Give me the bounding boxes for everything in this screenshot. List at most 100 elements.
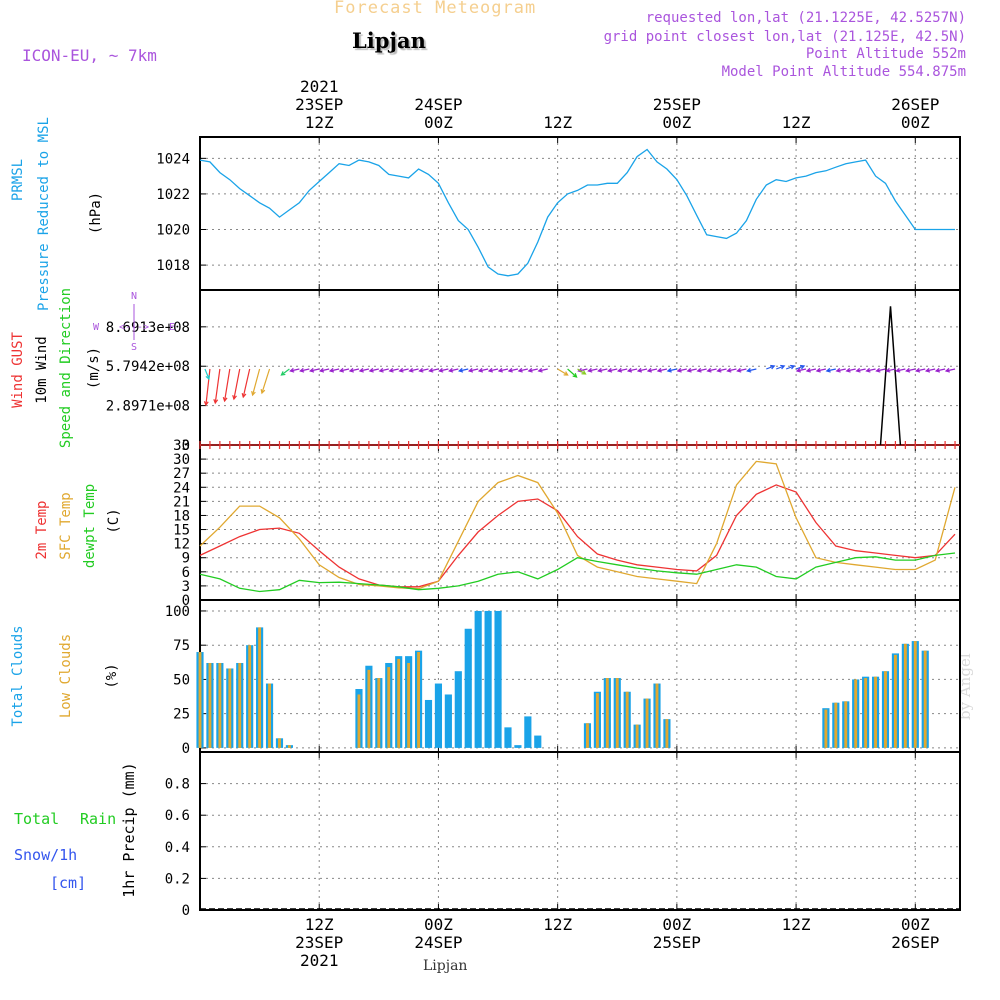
y-tick-label: 12 xyxy=(173,537,190,553)
wind-arrow-head xyxy=(378,367,384,373)
low-cloud-bar xyxy=(248,645,252,748)
wind-arrow-head xyxy=(805,367,811,373)
low-cloud-bar xyxy=(903,643,907,748)
y-tick-label: 1018 xyxy=(156,258,190,274)
pressure-label-msl: Pressure Reduced to MSL xyxy=(36,117,52,311)
wind-arrow-head xyxy=(944,367,951,373)
low-cloud-bar xyxy=(278,738,281,748)
low-cloud-bar xyxy=(864,678,868,748)
y-tick-label: 0.2 xyxy=(165,871,190,887)
wind-arrow-head xyxy=(895,367,901,373)
wind-arrow xyxy=(657,368,668,372)
wind-arrow xyxy=(419,368,429,372)
gust-arrow xyxy=(214,368,221,404)
top-hour-label: 12Z xyxy=(543,113,572,132)
precip-cm-label: [cm] xyxy=(50,874,86,892)
bottom-date-label: 24SEP xyxy=(414,933,462,952)
low-cloud-bar xyxy=(665,719,669,748)
wind-arrow xyxy=(429,368,439,372)
wind-arrow-head xyxy=(616,367,623,373)
low-cloud-bar xyxy=(258,627,262,748)
wind-arrow-head xyxy=(607,367,613,373)
wind-arrow xyxy=(766,365,775,370)
wind-arrow xyxy=(906,368,916,372)
wind-arrow-head xyxy=(795,367,802,373)
panel-frame-pressure xyxy=(199,136,961,291)
top-year-label: 2021 xyxy=(300,77,339,96)
wind-arrow-head xyxy=(780,364,786,370)
gust-arrow-head xyxy=(241,392,247,399)
low-cloud-bar xyxy=(874,676,877,748)
footer-place: Lipjan xyxy=(423,958,468,974)
y-tick-label: 0 xyxy=(182,438,190,454)
temp-unit: (C) xyxy=(106,508,122,533)
low-cloud-bar xyxy=(238,662,242,748)
low-cloud-bar xyxy=(387,667,391,748)
wind-arrow-head xyxy=(746,367,752,373)
model-point-altitude: Model Point Altitude 554.875m xyxy=(721,64,966,80)
total-cloud-bar xyxy=(494,610,502,748)
top-date-label: 25SEP xyxy=(653,95,701,114)
wind-arrow-head xyxy=(438,367,444,373)
wind-arrow xyxy=(557,368,568,376)
top-date-label: 24SEP xyxy=(414,95,462,114)
wind-arrow xyxy=(469,368,479,372)
wind-arrow xyxy=(627,368,638,372)
wind-arrow xyxy=(538,368,548,372)
low-cloud-bar xyxy=(417,652,420,748)
wind-arrow-head xyxy=(487,367,494,373)
wind-arrow-head xyxy=(770,364,776,370)
wind-unit: (m/s) xyxy=(86,347,102,389)
bottom-hour-label: 00Z xyxy=(901,915,930,934)
wind-arrow-head xyxy=(477,367,484,373)
y-tick-label: 0.6 xyxy=(165,808,190,824)
total-cloud-bar xyxy=(504,727,512,748)
top-hour-label: 00Z xyxy=(662,113,691,132)
compass-east: E xyxy=(169,322,175,333)
wind-arrow-head xyxy=(497,367,503,373)
chart-title: Forecast Meteogram xyxy=(334,0,537,18)
y-tick-label: 75 xyxy=(173,638,190,654)
low-cloud-bar xyxy=(893,654,897,748)
low-cloud-bar xyxy=(208,662,212,748)
y-tick-label: 8.6913e+08 xyxy=(106,320,190,336)
wind-arrow xyxy=(320,368,330,372)
wind-arrow xyxy=(856,368,866,372)
wind-arrow xyxy=(577,368,586,375)
wind-arrow xyxy=(359,368,370,372)
wind-arrow xyxy=(588,368,598,372)
wind-arrow-head xyxy=(934,367,941,373)
y-tick-label: 0 xyxy=(182,593,190,609)
wind-arrow-head xyxy=(398,367,404,373)
wind-arrow xyxy=(896,368,906,372)
wind-arrow-head xyxy=(855,367,861,373)
wind-gust-label: Wind GUST xyxy=(10,332,26,408)
wind-speed-direction-label: Speed and Direction xyxy=(58,288,74,448)
low-cloud-bar xyxy=(645,698,649,748)
low-cloud-bar xyxy=(198,652,202,748)
series-line-sfc-temp xyxy=(199,460,956,590)
wind-arrow-head xyxy=(280,371,286,376)
wind-arrow-head xyxy=(467,367,474,373)
gust-arrow-head xyxy=(203,401,209,407)
low-cloud-bar xyxy=(377,678,381,748)
bottom-hour-label: 12Z xyxy=(782,915,811,934)
wind-arrow xyxy=(349,368,360,372)
wind-arrow-head xyxy=(289,367,295,373)
precip-axis-label: 1hr Precip (mm) xyxy=(120,762,138,897)
temp-dewpt-label: dewpt Temp xyxy=(82,484,98,568)
wind-arrow xyxy=(785,365,795,370)
wind-arrow xyxy=(310,368,320,372)
series-line-2m-temp xyxy=(199,484,956,588)
wind-arrow xyxy=(508,368,519,372)
wind-arrow xyxy=(795,365,805,370)
low-cloud-bar xyxy=(834,702,838,748)
wind-arrow-head xyxy=(790,364,796,370)
wind-arrow xyxy=(598,368,608,372)
wind-arrow-head xyxy=(581,370,587,375)
wind-arrow-head xyxy=(845,367,851,373)
wind-arrow-head xyxy=(835,367,841,373)
total-cloud-bar xyxy=(484,610,492,748)
pressure-unit: (hPa) xyxy=(88,192,104,234)
